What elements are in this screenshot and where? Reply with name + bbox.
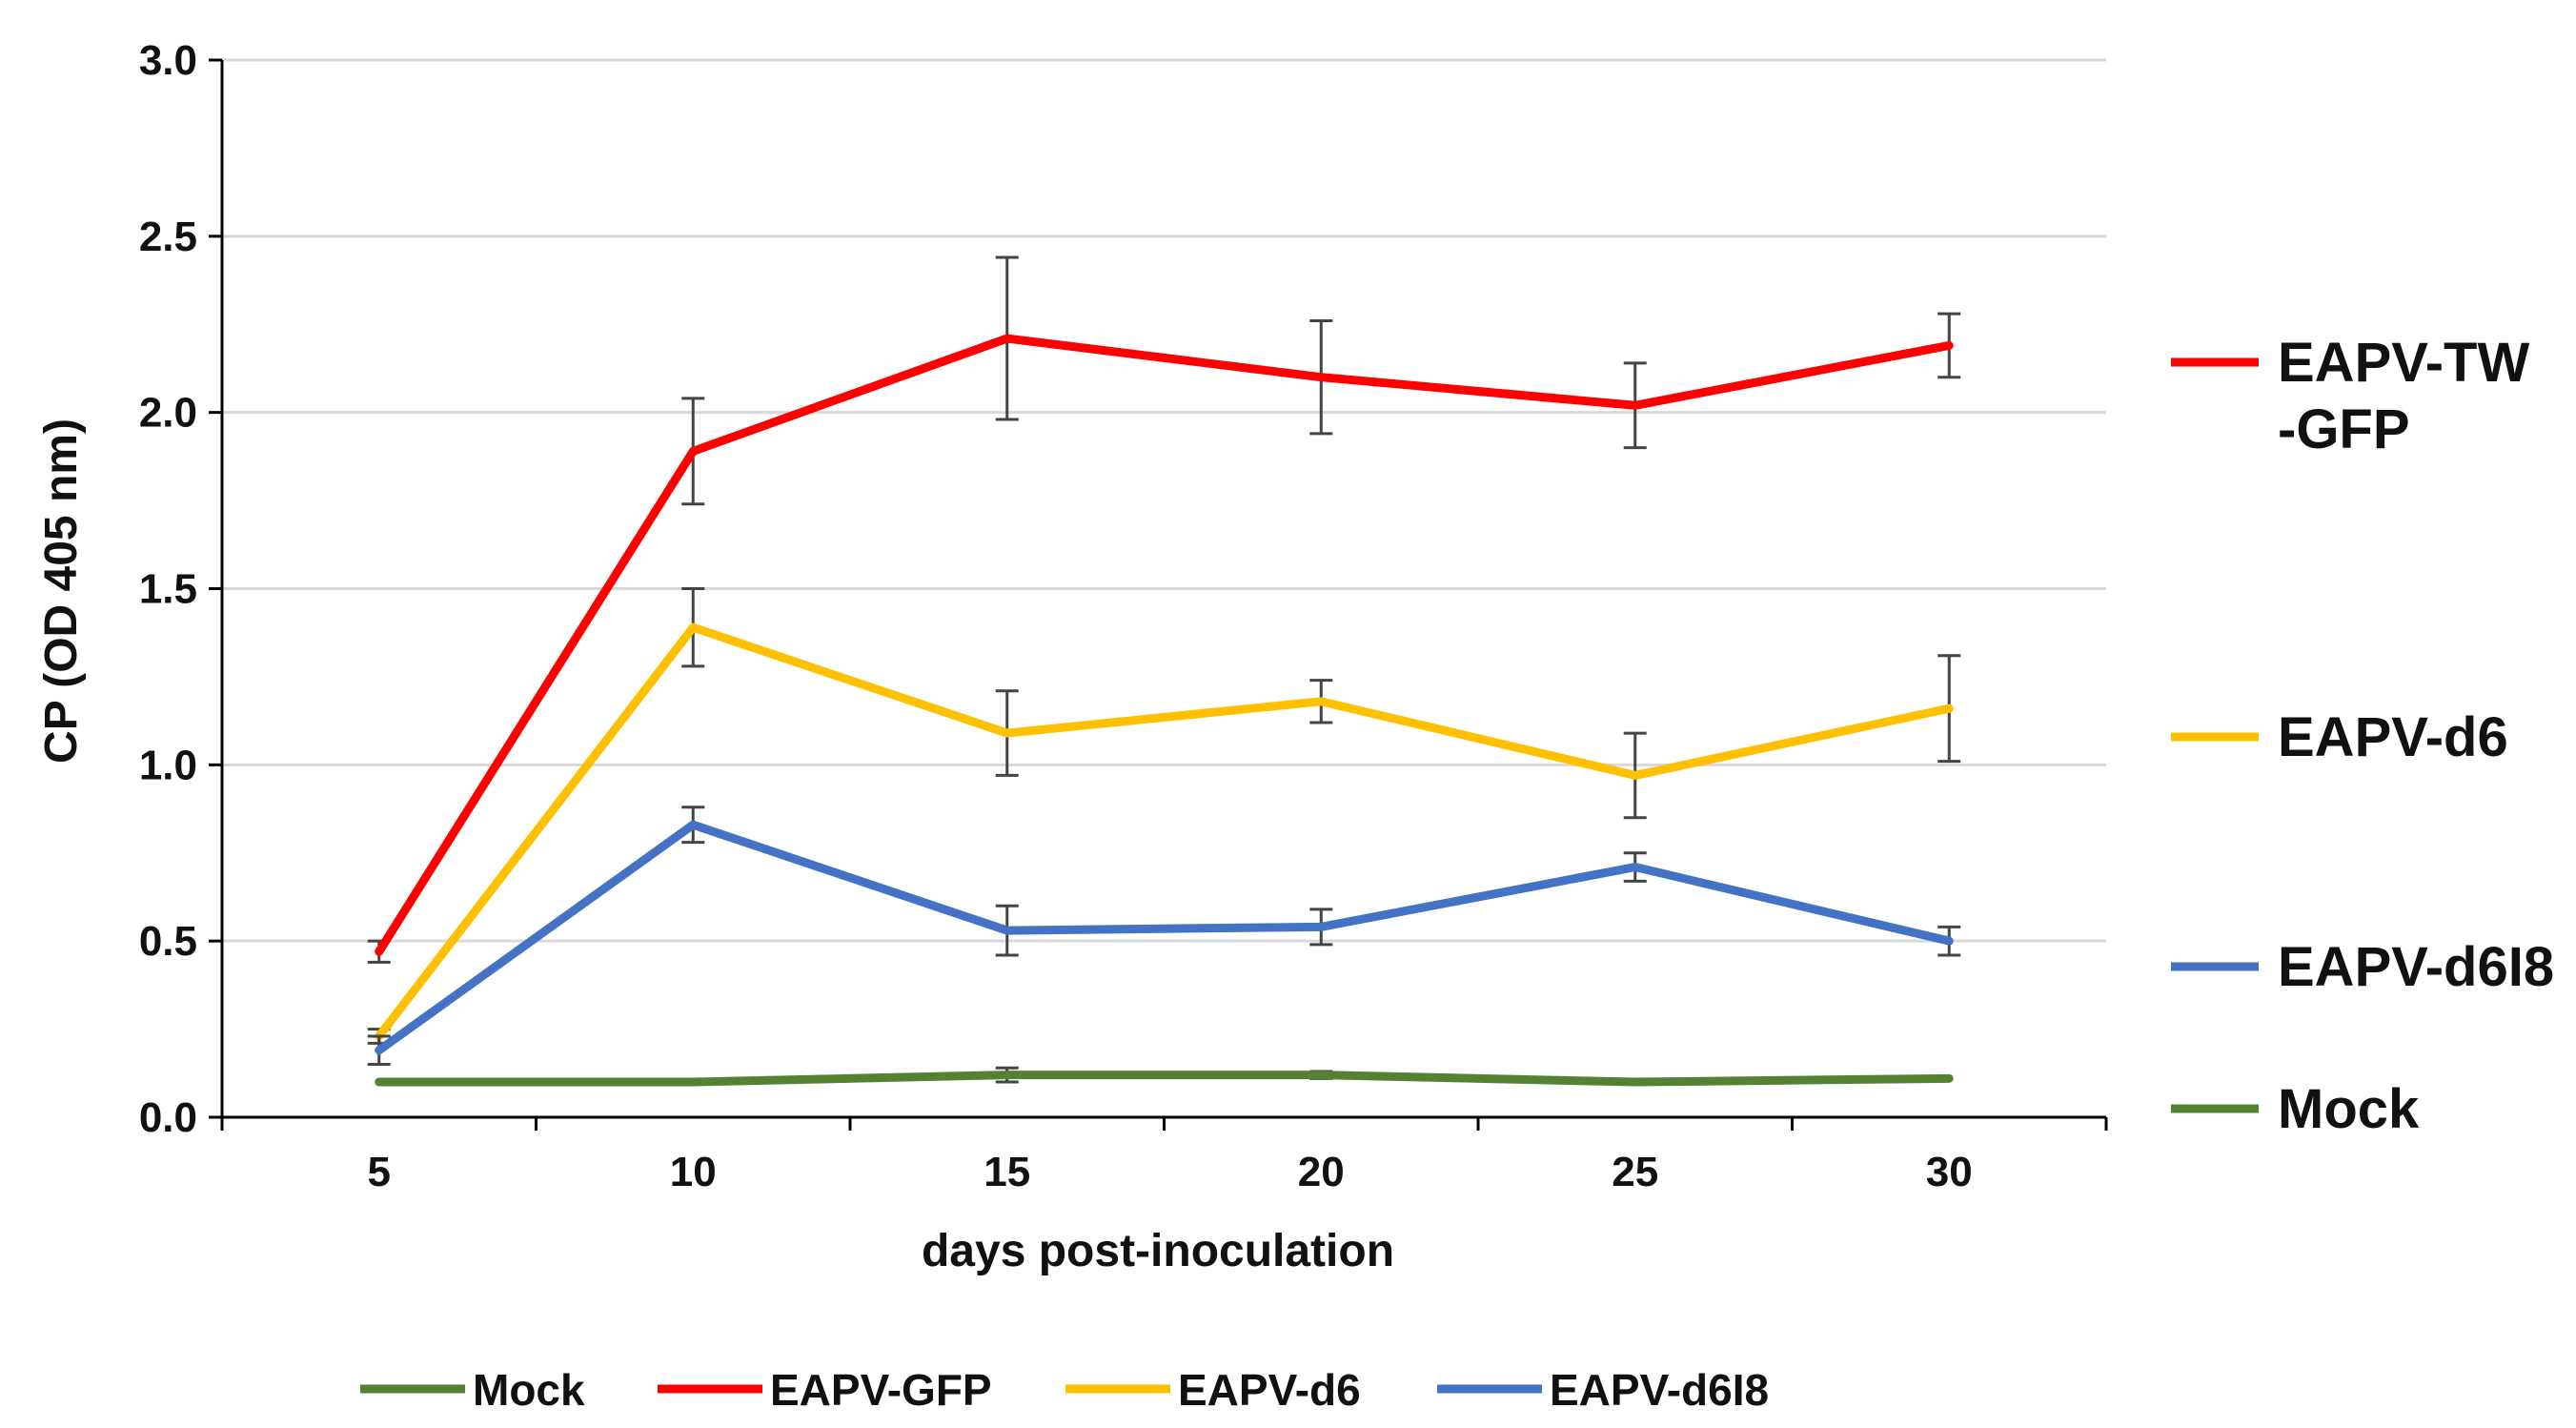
y-tick-label: 3.0 <box>139 37 197 84</box>
legend-label: EAPV-d6I8 <box>1550 1365 1769 1415</box>
side-label-text: Mock <box>2278 1078 2420 1140</box>
series-line <box>375 820 1954 1055</box>
data-point <box>1320 926 1323 928</box>
y-tick-label: 2.0 <box>139 390 197 437</box>
series-line <box>375 622 1954 1041</box>
legend-label: EAPV-d6 <box>1178 1365 1361 1415</box>
side-label-text: -GFP <box>2278 398 2410 460</box>
y-tick-label: 0.5 <box>139 918 197 965</box>
data-point <box>377 1049 380 1051</box>
data-point <box>377 1081 380 1084</box>
data-point <box>1320 376 1323 378</box>
data-point <box>1948 940 1951 943</box>
side-label-text: EAPV-d6 <box>2278 706 2508 768</box>
legend-item: EAPV-GFP <box>658 1365 992 1415</box>
data-point <box>1320 700 1323 703</box>
data-point <box>1633 866 1636 868</box>
x-tick-label: 5 <box>368 1149 391 1195</box>
x-tick-label: 20 <box>1298 1149 1345 1195</box>
data-point <box>1948 1077 1951 1080</box>
series-line <box>375 334 1954 956</box>
y-tick-label: 1.0 <box>139 742 197 788</box>
legend-item: EAPV-d6 <box>1065 1365 1361 1415</box>
side-label-text: EAPV-d6I8 <box>2278 936 2554 998</box>
data-point <box>692 450 695 453</box>
data-point <box>1005 1073 1008 1076</box>
series-eapv-d6i8 <box>367 806 1961 1067</box>
series-mock <box>375 1066 1954 1087</box>
data-point <box>1948 707 1951 710</box>
data-point <box>692 1081 695 1084</box>
data-point <box>692 626 695 629</box>
x-axis-ticks: 5 10 15 20 25 30 <box>220 1117 2108 1195</box>
side-label-mock: Mock <box>2171 1078 2420 1140</box>
y-tick-label: 1.5 <box>139 566 197 613</box>
side-label-text: EAPV-TW <box>2278 332 2529 394</box>
series-line <box>375 1071 1954 1087</box>
side-label-eapv-gfp: EAPV-TW-GFP <box>2171 332 2529 460</box>
series-eapv-d6 <box>367 587 1961 1045</box>
side-labels: EAPV-TW-GFP EAPV-d6 EAPV-d6I8 Mock <box>2171 332 2554 1140</box>
y-axis-ticks: 0.0 0.5 1.0 1.5 2.0 2.5 3.0 <box>139 37 222 1141</box>
legend-item: Mock <box>360 1365 585 1415</box>
legend: Mock EAPV-GFP EAPV-d6 EAPV-d6I8 <box>360 1365 1769 1415</box>
data-point <box>1005 929 1008 932</box>
data-point <box>692 824 695 826</box>
data-point <box>1633 1081 1636 1084</box>
data-point <box>1320 1073 1323 1076</box>
gridlines <box>222 58 2106 943</box>
x-tick-label: 30 <box>1926 1149 1973 1195</box>
data-point <box>1633 774 1636 777</box>
y-tick-label: 2.5 <box>139 214 197 260</box>
data-point <box>377 950 380 953</box>
data-point <box>1948 344 1951 347</box>
data-point <box>1005 732 1008 735</box>
x-axis-title: days post-inoculation <box>922 1226 1394 1276</box>
legend-item: EAPV-d6I8 <box>1437 1365 1769 1415</box>
y-tick-label: 0.0 <box>139 1094 197 1141</box>
side-label-eapv-d6: EAPV-d6 <box>2171 706 2508 768</box>
side-label-eapv-d6i8: EAPV-d6I8 <box>2171 936 2554 998</box>
data-point <box>1005 337 1008 340</box>
legend-label: EAPV-GFP <box>770 1365 992 1415</box>
legend-label: Mock <box>473 1365 585 1415</box>
series-eapv-gfp <box>367 255 1961 964</box>
data-series <box>367 255 1961 1087</box>
y-axis-title: CP (OD 405 nm) <box>36 418 87 764</box>
x-tick-label: 10 <box>670 1149 717 1195</box>
data-point <box>1633 404 1636 407</box>
x-tick-label: 15 <box>984 1149 1030 1195</box>
x-tick-label: 25 <box>1612 1149 1658 1195</box>
